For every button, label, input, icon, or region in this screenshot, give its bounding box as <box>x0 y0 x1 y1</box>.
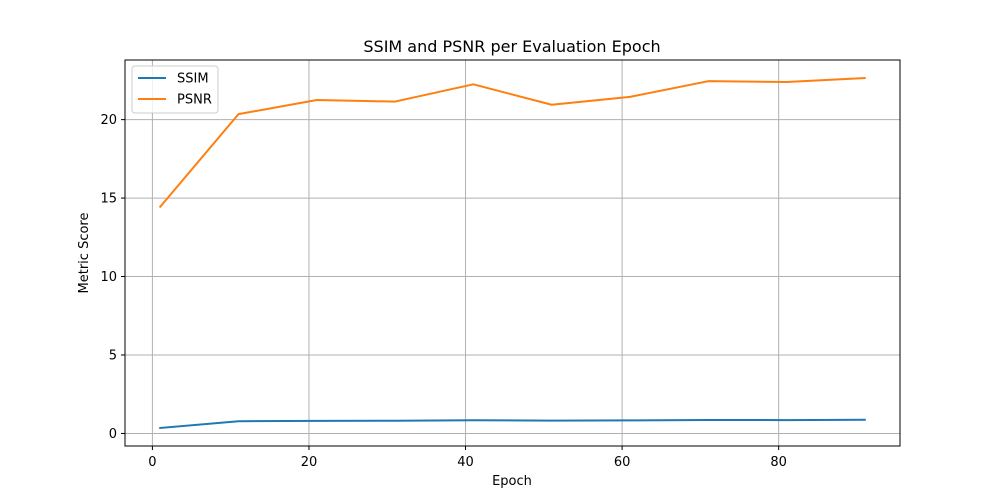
y-tick-label: 5 <box>109 348 117 363</box>
y-tick-label: 0 <box>109 427 117 442</box>
legend-label-ssim: SSIM <box>177 72 209 87</box>
legend-label-psnr: PSNR <box>177 93 212 108</box>
ticks: 0 20 40 60 80 0 5 10 15 20 <box>100 113 786 470</box>
series-line-ssim <box>159 418 866 430</box>
y-tick-label: 10 <box>100 270 117 285</box>
chart-title: SSIM and PSNR per Evaluation Epoch <box>363 37 660 56</box>
x-tick-label: 60 <box>614 455 631 470</box>
legend: SSIM PSNR <box>131 65 219 114</box>
x-axis-label: Epoch <box>492 474 532 489</box>
y-tick-label: 20 <box>100 113 117 128</box>
grid <box>125 60 900 446</box>
y-tick-label: 15 <box>100 192 117 207</box>
y-axis-label: Metric Score <box>77 213 92 294</box>
x-tick-label: 0 <box>148 455 156 470</box>
x-tick-label: 80 <box>770 455 787 470</box>
series-line-psnr <box>158 76 866 209</box>
x-tick-label: 40 <box>457 455 474 470</box>
x-tick-label: 20 <box>301 455 318 470</box>
series-layer <box>158 76 866 430</box>
plot-frame <box>124 59 901 447</box>
